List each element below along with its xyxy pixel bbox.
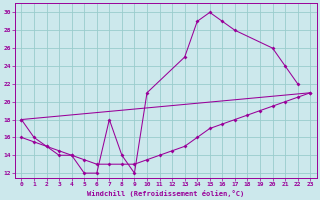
- X-axis label: Windchill (Refroidissement éolien,°C): Windchill (Refroidissement éolien,°C): [87, 190, 244, 197]
